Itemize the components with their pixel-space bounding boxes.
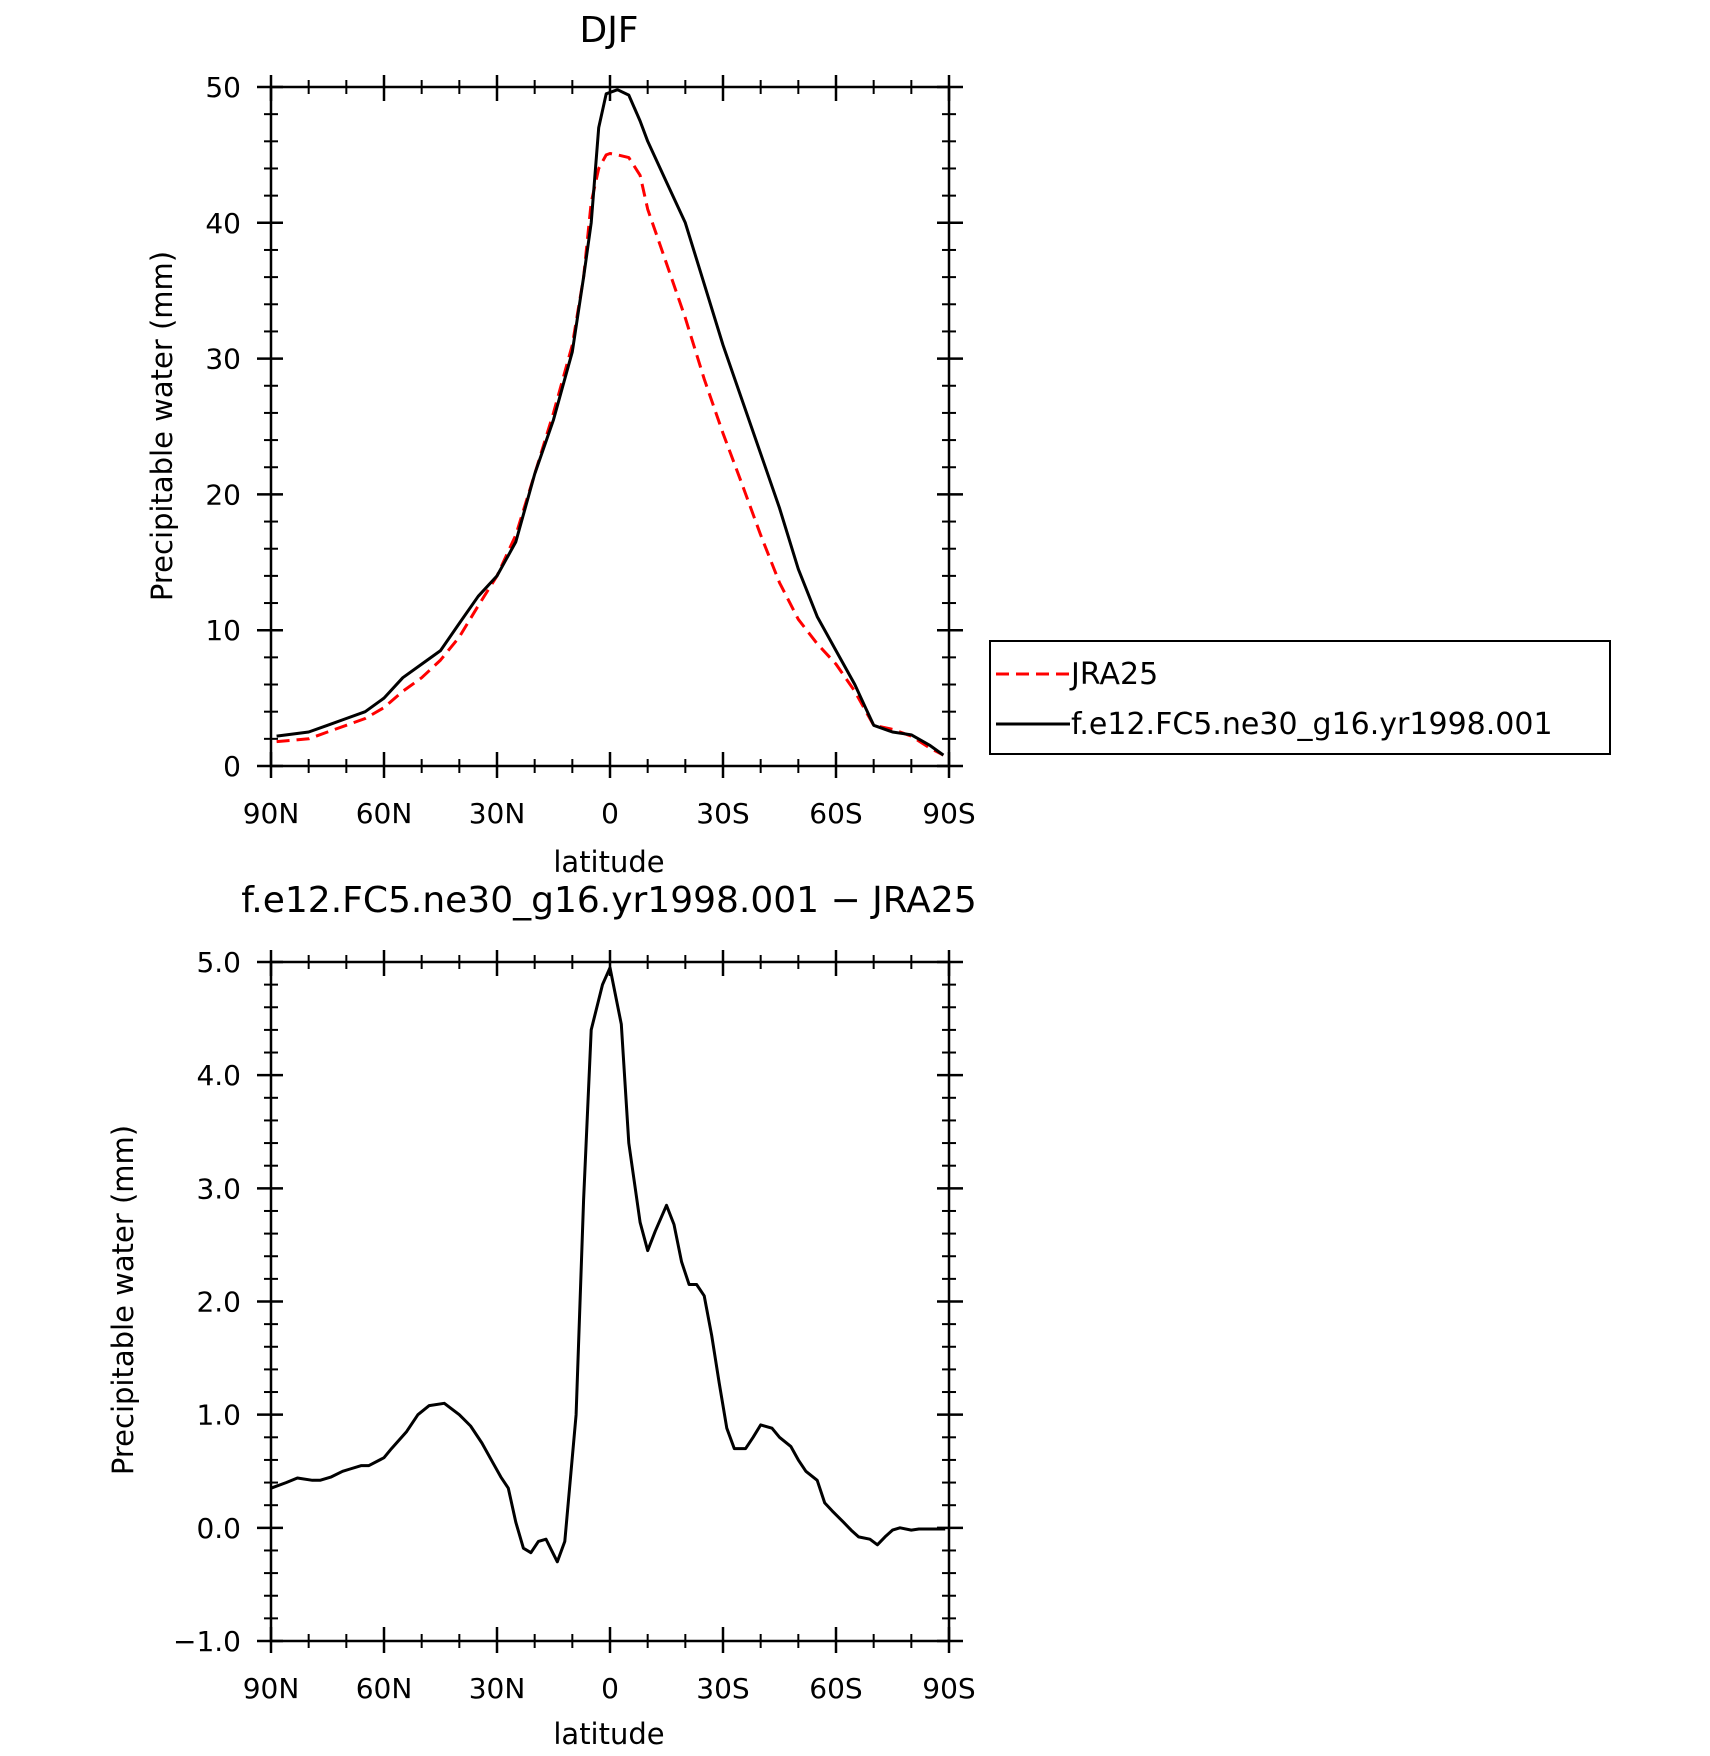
y-tick-label: 3.0	[196, 1172, 241, 1205]
x-tick-label: 90S	[922, 1672, 975, 1705]
x-tick-label: 60N	[356, 1672, 413, 1705]
panel-djf: DJF 90N 60N 30N 0 30S 60S 90S 0 10 20 30 40 50 latit…	[145, 10, 976, 879]
panel-difference: f.e12.FC5.ne30_g16.yr1998.001 − JRA25 90…	[106, 880, 977, 1751]
tick-labels-djf: 90N 60N 30N 0 30S 60S 90S 0 10 20 30 40 50	[205, 71, 975, 830]
x-tick-label: 30S	[696, 797, 749, 830]
x-tick-label: 30N	[469, 1672, 526, 1705]
x-tick-label: 30N	[469, 797, 526, 830]
y-tick-label: 40	[205, 207, 241, 240]
series-line-djf-0	[276, 152, 945, 757]
y-tick-label: 0	[223, 750, 241, 783]
x-axis-label-djf: latitude	[553, 845, 664, 879]
x-tick-label: 60S	[809, 1672, 862, 1705]
panel-title-difference: f.e12.FC5.ne30_g16.yr1998.001 − JRA25	[241, 880, 977, 921]
x-axis-label-difference: latitude	[553, 1717, 664, 1751]
y-tick-label: 20	[205, 478, 241, 511]
series-line-difference-0	[270, 966, 946, 1564]
y-axis-label-djf: Precipitable water (mm)	[145, 251, 179, 601]
series-line-djf-1	[276, 88, 945, 757]
axis-ticks-difference	[257, 950, 963, 1653]
legend-box	[989, 640, 1611, 755]
axis-ticks-djf	[257, 75, 963, 778]
x-tick-label: 0	[601, 797, 619, 830]
x-tick-label: 90S	[922, 797, 975, 830]
series-lines-djf	[276, 88, 945, 757]
legend-label-jra25: JRA25	[1069, 657, 1158, 692]
plot-frame-djf	[269, 85, 951, 768]
y-tick-label: 50	[205, 71, 241, 104]
y-tick-label: 2.0	[196, 1286, 241, 1319]
series-lines-difference	[270, 966, 946, 1564]
plot-frame-difference	[269, 960, 951, 1643]
x-tick-label: 30S	[696, 1672, 749, 1705]
legend: JRA25 f.e12.FC5.ne30_g16.yr1998.001	[989, 640, 1611, 755]
y-tick-label: −1.0	[173, 1625, 241, 1658]
panel-title-djf: DJF	[579, 10, 638, 51]
y-tick-label: 1.0	[196, 1399, 241, 1432]
y-tick-label: 5.0	[196, 946, 241, 979]
x-tick-label: 60S	[809, 797, 862, 830]
x-tick-label: 0	[601, 1672, 619, 1705]
y-tick-label: 4.0	[196, 1059, 241, 1092]
x-tick-label: 90N	[243, 1672, 300, 1705]
y-tick-label: 10	[205, 614, 241, 647]
legend-label-model: f.e12.FC5.ne30_g16.yr1998.001	[1071, 707, 1553, 742]
y-tick-label: 0.0	[196, 1512, 241, 1545]
y-tick-label: 30	[205, 343, 241, 376]
y-axis-label-difference: Precipitable water (mm)	[106, 1125, 140, 1475]
tick-labels-difference: 90N 60N 30N 0 30S 60S 90S −1.0 0.0 1.0 2.0 3.0 4.0 5.…	[173, 946, 976, 1705]
x-tick-label: 90N	[243, 797, 300, 830]
x-tick-label: 60N	[356, 797, 413, 830]
